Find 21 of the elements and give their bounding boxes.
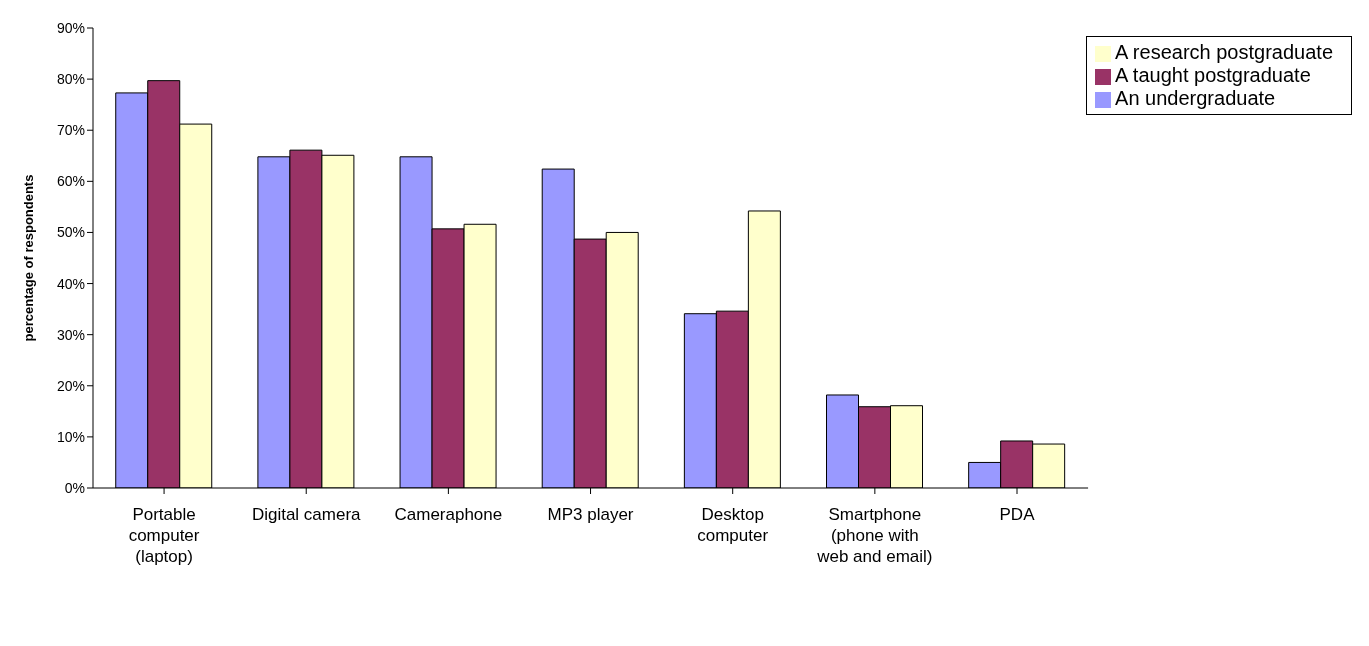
x-tick-label: Portable computer (laptop) [128,505,200,566]
y-tick-label: 10% [56,428,85,445]
y-tick-label: 40% [56,275,85,292]
x-tick-label: MP3 player [547,505,634,524]
y-tick-label: 30% [56,326,85,343]
y-axis-title: percentage of respondents [20,174,36,342]
legend-label: A research postgraduate [1115,41,1333,63]
x-tick-label: Digital camera [251,505,362,524]
y-tick-label: 70% [56,122,85,139]
y-tick-label: 0% [64,479,85,496]
x-tick-label: Smartphone (phone with web and email) [816,505,933,566]
y-tick-label: 20% [56,377,85,394]
y-tick-label: 50% [56,224,85,241]
y-tick-label: 90% [56,19,85,36]
x-tick-label: Cameraphone [394,505,503,524]
y-tick-label: 80% [56,71,85,88]
legend-label: An undergraduate [1115,87,1276,109]
x-tick-label: PDA [999,505,1036,524]
x-tick-label: Desktop computer [697,505,769,545]
legend-label: A taught postgraduate [1115,64,1311,86]
y-tick-label: 60% [56,173,85,190]
